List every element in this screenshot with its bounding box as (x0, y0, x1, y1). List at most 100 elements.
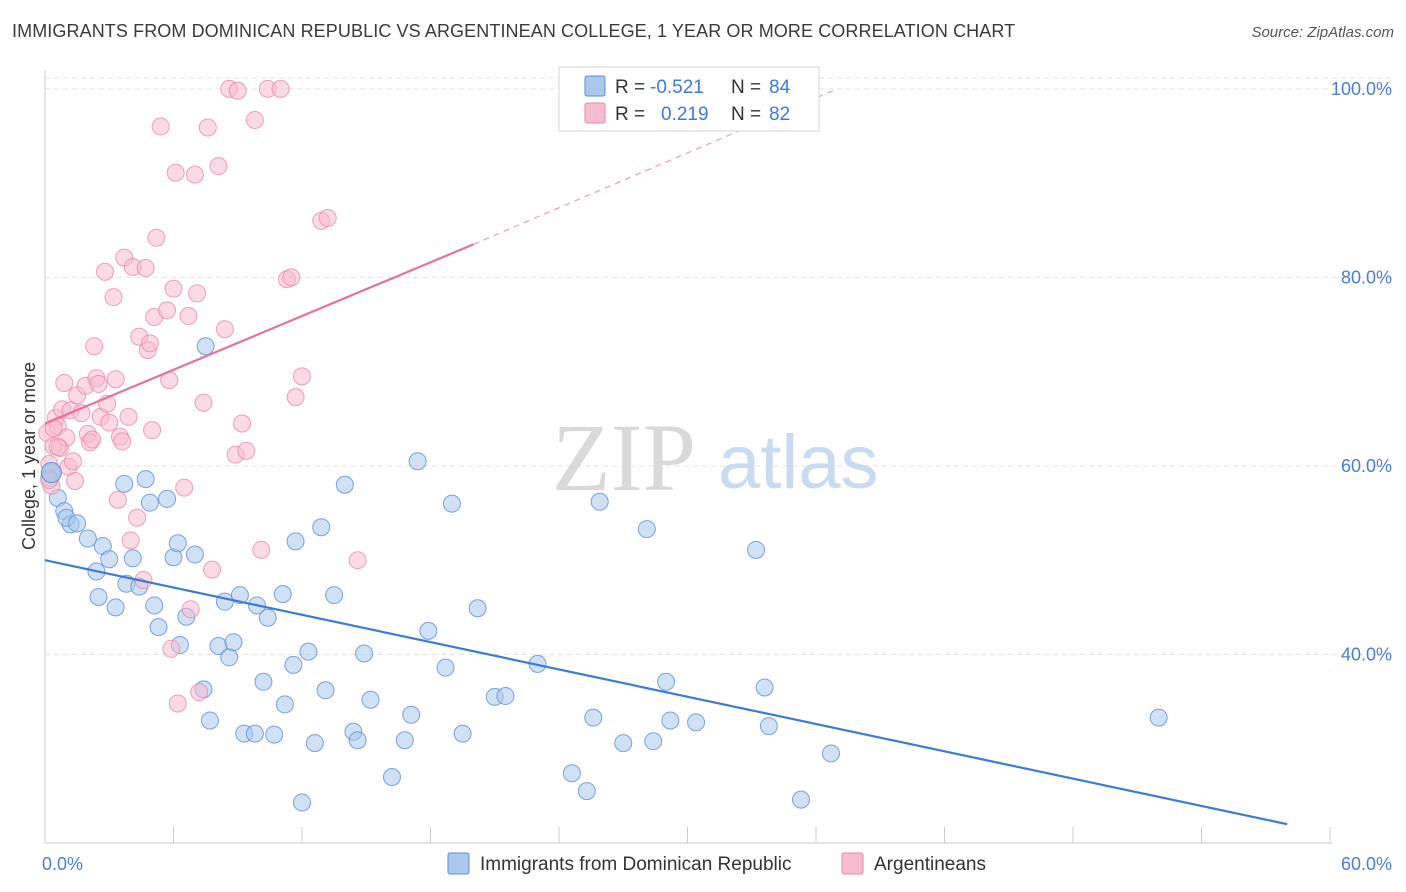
point-argentineans (203, 560, 222, 579)
point-argentineans (147, 228, 166, 247)
point-dominican-republic (40, 462, 62, 484)
gridlines (45, 77, 1392, 655)
point-argentineans (158, 301, 177, 320)
point-dominican-republic (1149, 708, 1168, 727)
point-argentineans (63, 452, 82, 471)
point-argentineans (113, 432, 132, 451)
legend-r-value-blue: -0.521 (650, 77, 704, 98)
point-argentineans (228, 81, 247, 100)
point-argentineans (237, 441, 256, 460)
point-dominican-republic (115, 474, 134, 493)
point-dominican-republic (755, 678, 774, 697)
point-argentineans (162, 639, 181, 658)
point-dominican-republic (168, 534, 187, 553)
legend-r-label-pink: R = (615, 104, 645, 125)
point-dominican-republic (258, 608, 277, 627)
point-argentineans (89, 374, 108, 393)
point-dominican-republic (286, 532, 305, 551)
point-argentineans (85, 337, 104, 356)
point-dominican-republic (562, 764, 581, 783)
point-argentineans (286, 388, 305, 407)
trend-line-dominican-republic (44, 559, 1288, 826)
point-argentineans (143, 421, 162, 440)
point-argentineans (151, 117, 170, 136)
point-argentineans (136, 258, 155, 277)
bottom-legend-label-pink: Argentineans (874, 854, 986, 875)
point-dominican-republic (275, 695, 294, 714)
point-argentineans (185, 165, 204, 184)
y-tick-label: 80.0% (1341, 267, 1392, 287)
point-dominican-republic (140, 493, 159, 512)
point-dominican-republic (355, 644, 374, 663)
point-argentineans (164, 279, 183, 298)
point-dominican-republic (792, 790, 811, 809)
point-argentineans (100, 413, 119, 432)
point-argentineans (83, 430, 102, 449)
point-argentineans (48, 438, 67, 457)
bottom-legend-swatch-blue (447, 852, 470, 875)
point-dominican-republic (661, 711, 680, 730)
point-dominican-republic (220, 648, 239, 667)
point-dominican-republic (305, 734, 324, 753)
point-argentineans (140, 334, 159, 353)
point-argentineans (179, 307, 198, 326)
point-dominican-republic (442, 494, 461, 513)
trend-lines (44, 88, 1288, 826)
data-points (38, 79, 1168, 812)
point-dominican-republic (395, 731, 414, 750)
point-dominican-republic (196, 337, 215, 356)
point-argentineans (282, 268, 301, 287)
point-dominican-republic (402, 705, 421, 724)
point-dominican-republic (657, 672, 676, 691)
point-dominican-republic (419, 621, 438, 640)
point-dominican-republic (335, 475, 354, 494)
point-argentineans (318, 209, 337, 228)
y-axis-label: College, 1 year or more (19, 362, 39, 550)
x-tick-label: 0.0% (42, 854, 83, 874)
point-dominican-republic (644, 732, 663, 751)
point-dominican-republic (68, 514, 87, 533)
point-argentineans (175, 478, 194, 497)
point-argentineans (215, 320, 234, 339)
bottom-legend: Immigrants from Dominican Republic Argen… (447, 852, 986, 875)
legend-n-value-pink: 82 (769, 104, 790, 125)
point-dominican-republic (149, 618, 168, 637)
point-argentineans (233, 414, 252, 433)
point-argentineans (194, 393, 213, 412)
trend-line-argentineans (44, 243, 474, 425)
bottom-legend-swatch-pink (841, 852, 864, 875)
y-tick-label: 60.0% (1341, 456, 1392, 476)
legend-swatch-blue (584, 75, 606, 97)
point-argentineans (252, 540, 271, 559)
point-dominican-republic (821, 744, 840, 763)
point-argentineans (198, 118, 217, 137)
point-dominican-republic (106, 598, 125, 617)
chart-title: IMMIGRANTS FROM DOMINICAN REPUBLIC VS AR… (12, 21, 1016, 41)
point-dominican-republic (614, 734, 633, 753)
watermark-atlas: atlas (718, 420, 879, 505)
legend-n-label-blue: N = (731, 77, 761, 98)
point-argentineans (108, 490, 127, 509)
point-dominican-republic (245, 724, 264, 743)
point-argentineans (55, 373, 74, 392)
point-dominican-republic (408, 452, 427, 471)
point-dominican-republic (382, 768, 401, 787)
point-argentineans (128, 508, 147, 527)
point-dominican-republic (284, 655, 303, 674)
x-tick-label: 60.0% (1341, 854, 1392, 874)
point-dominican-republic (200, 711, 219, 730)
point-dominican-republic (584, 708, 603, 727)
point-dominican-republic (273, 585, 292, 604)
point-dominican-republic (185, 545, 204, 564)
legend-box: R = -0.521 N = 84 R = 0.219 N = 82 (558, 66, 820, 132)
point-argentineans (209, 157, 228, 176)
point-dominican-republic (265, 725, 284, 744)
point-argentineans (119, 407, 138, 426)
point-dominican-republic (293, 793, 311, 812)
point-dominican-republic (687, 713, 706, 732)
legend-n-value-blue: 84 (769, 77, 791, 98)
point-dominican-republic (254, 672, 273, 691)
point-dominican-republic (100, 550, 119, 569)
point-argentineans (95, 262, 114, 281)
